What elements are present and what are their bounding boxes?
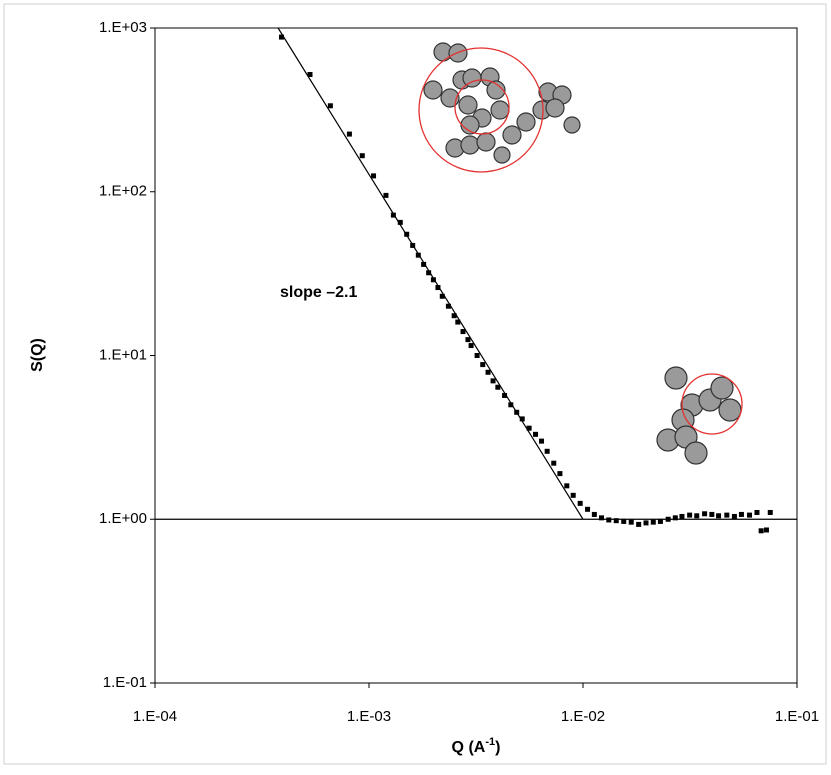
data-point xyxy=(519,416,525,422)
data-point xyxy=(460,329,466,335)
data-point xyxy=(716,513,722,519)
data-point xyxy=(495,384,501,390)
data-point xyxy=(480,362,486,368)
cluster-large xyxy=(418,42,581,173)
data-point xyxy=(758,528,764,534)
x-tick-label: 1.E-02 xyxy=(561,708,605,725)
data-point xyxy=(731,513,737,519)
data-point xyxy=(557,471,563,477)
data-point xyxy=(533,431,539,437)
data-point xyxy=(390,212,396,218)
x-axis-label-end: ) xyxy=(495,739,500,756)
y-tick-label: 1.E+02 xyxy=(99,183,147,200)
x-tick-label: 1.E-01 xyxy=(775,708,819,725)
data-point xyxy=(502,392,508,398)
data-point xyxy=(490,378,496,384)
data-point xyxy=(539,438,545,444)
x-tick-label: 1.E-04 xyxy=(133,708,177,725)
data-point xyxy=(359,153,365,159)
data-point xyxy=(672,515,678,521)
x-axis-label-text: Q (A xyxy=(452,739,486,756)
data-point xyxy=(657,518,663,524)
data-point xyxy=(468,343,474,349)
x-axis-label-sup: -1 xyxy=(485,736,495,748)
data-point xyxy=(694,513,700,519)
data-point xyxy=(621,518,627,524)
y-tick-label: 1.E+03 xyxy=(99,19,147,36)
data-point xyxy=(724,512,730,518)
data-point xyxy=(465,337,471,343)
data-point xyxy=(679,513,685,519)
data-point xyxy=(709,511,715,517)
data-point xyxy=(346,131,352,137)
annotation: slope –2.1 xyxy=(280,284,357,301)
data-point xyxy=(598,515,604,521)
data-point xyxy=(474,353,480,358)
data-point xyxy=(650,519,656,525)
data-point xyxy=(307,72,313,78)
fit-line xyxy=(277,27,584,520)
data-point xyxy=(687,512,693,518)
data-point xyxy=(763,527,769,533)
data-point xyxy=(508,402,514,408)
data-point xyxy=(767,509,773,515)
y-tick-label: 1.E+00 xyxy=(99,510,147,527)
data-point xyxy=(430,277,436,283)
data-point xyxy=(451,313,457,319)
data-point xyxy=(439,293,445,299)
data-point xyxy=(747,512,753,518)
data-point xyxy=(455,319,461,325)
data-point xyxy=(415,252,421,258)
data-point xyxy=(570,492,576,498)
data-point xyxy=(426,270,432,276)
data-point xyxy=(564,483,570,489)
y-tick-label: 1.E-01 xyxy=(103,674,147,691)
data-point xyxy=(577,500,583,506)
data-point xyxy=(754,509,760,515)
y-axis-label: S(Q) xyxy=(29,338,46,372)
cluster-small xyxy=(656,366,743,465)
data-point xyxy=(613,518,619,524)
data-point xyxy=(445,303,451,309)
x-tick-label: 1.E-03 xyxy=(347,708,391,725)
chart-frame xyxy=(3,3,827,765)
data-point xyxy=(591,511,597,517)
data-point xyxy=(397,219,403,225)
y-tick-label: 1.E+01 xyxy=(99,346,147,363)
data-point xyxy=(585,506,591,512)
data-point xyxy=(628,519,634,525)
data-point xyxy=(421,261,427,267)
x-axis-label: Q (A-1) xyxy=(452,736,501,756)
data-point xyxy=(544,448,550,454)
data-point xyxy=(371,173,377,179)
data-point xyxy=(327,103,333,109)
data-point xyxy=(485,369,491,375)
data-point xyxy=(551,460,557,466)
data-point xyxy=(643,520,649,526)
data-point xyxy=(636,521,642,527)
data-point xyxy=(278,34,284,40)
data-point xyxy=(526,425,532,431)
data-point xyxy=(606,517,612,523)
data-point xyxy=(383,192,389,198)
data-point xyxy=(702,511,708,517)
data-point xyxy=(435,285,441,291)
data-point xyxy=(738,511,744,517)
